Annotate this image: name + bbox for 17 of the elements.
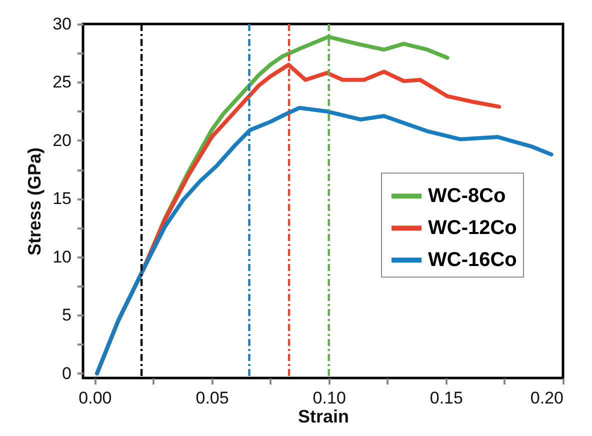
x-tick-label: 0.00 bbox=[78, 388, 112, 408]
x-tick-label: 0.10 bbox=[312, 388, 346, 408]
y-tick-label: 5 bbox=[62, 306, 72, 325]
x-tick-label: 0.20 bbox=[530, 388, 564, 408]
x-tick-label: 0.15 bbox=[430, 388, 463, 408]
y-tick-label: 25 bbox=[52, 72, 72, 92]
legend-label: WC-12Co bbox=[428, 217, 517, 240]
y-tick-label: 30 bbox=[52, 14, 72, 34]
legend-label: WC-8Co bbox=[428, 185, 506, 208]
y-tick-label: 10 bbox=[52, 247, 72, 266]
y-tick-label: 15 bbox=[52, 189, 72, 208]
y-tick-label: 20 bbox=[52, 130, 72, 150]
y-axis-title: Stress (GPa) bbox=[24, 147, 45, 256]
x-tick-label: 0.05 bbox=[196, 388, 229, 408]
legend-label: WC-16Co bbox=[428, 249, 517, 272]
x-axis-title: Strain bbox=[298, 406, 350, 426]
y-tick-label: 0 bbox=[62, 364, 72, 383]
